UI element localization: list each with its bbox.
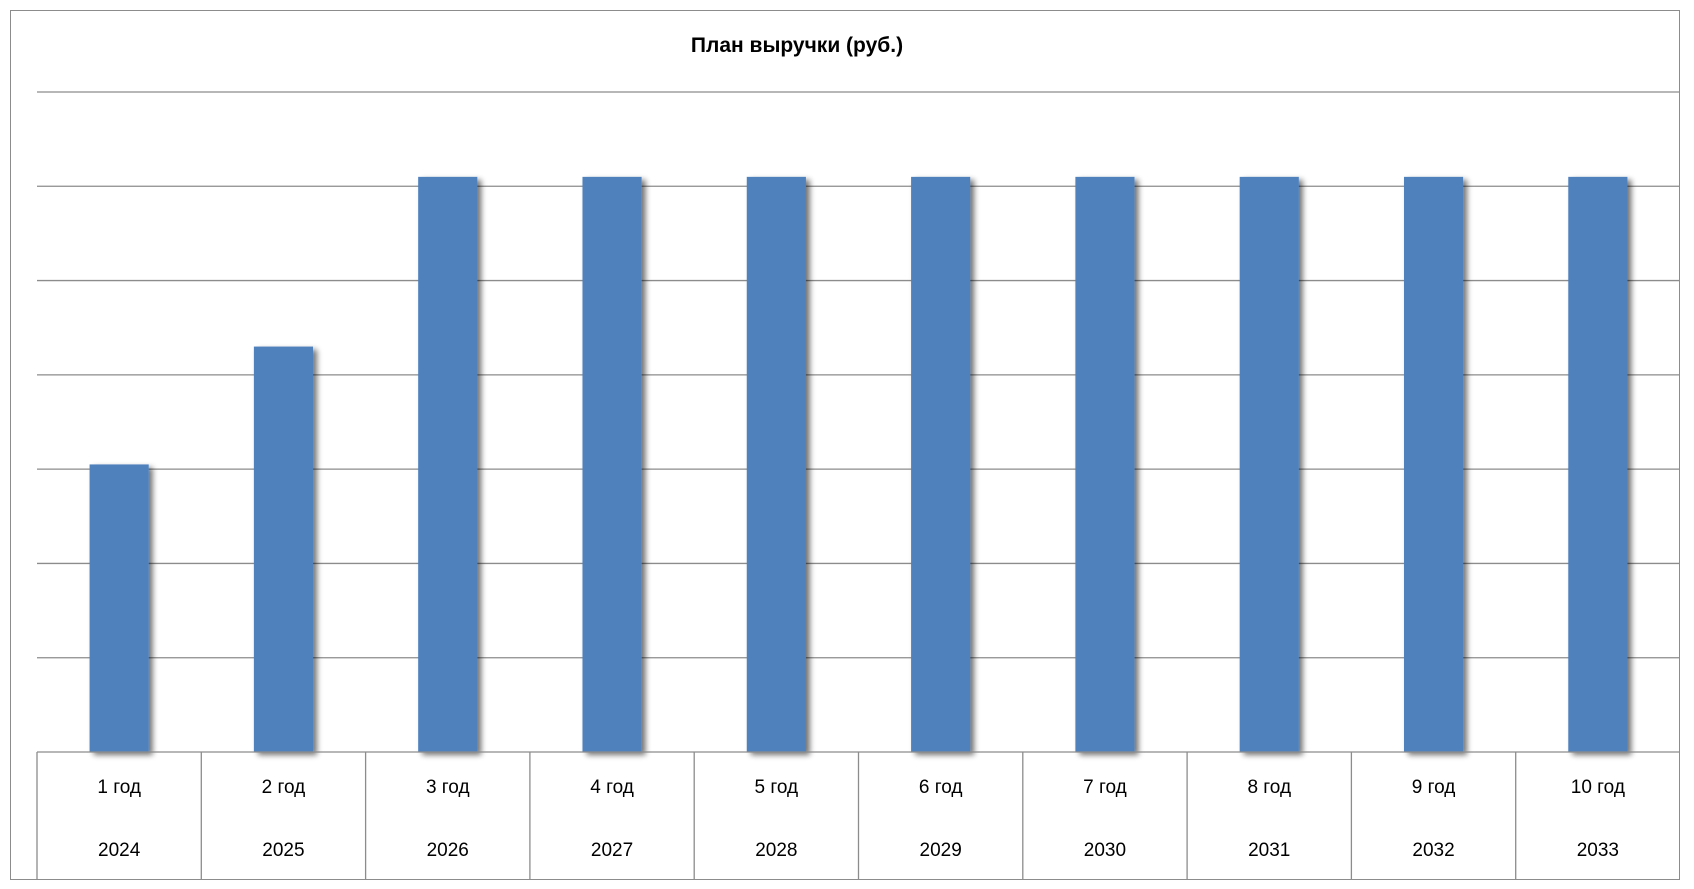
tick-label-period: 5 год	[755, 777, 799, 798]
chart-title: План выручки (руб.)	[691, 34, 903, 57]
bar-3	[418, 176, 478, 752]
bars	[89, 176, 1628, 752]
tick-label-year: 2030	[1084, 840, 1126, 861]
bar-7	[1075, 176, 1135, 752]
bar-5	[746, 176, 806, 752]
bar-2	[253, 346, 314, 752]
bar-10	[1568, 176, 1628, 752]
bar-1	[89, 464, 149, 752]
category-axis: 1 год 2024 2 год 2025 3 год 2026 4 год 2027 5 го…	[36, 751, 1680, 880]
tick-label-period: 9 год	[1412, 777, 1456, 798]
tick-label-year: 2029	[920, 840, 962, 861]
tick-label-period: 2 год	[262, 777, 306, 798]
bar-4	[582, 176, 642, 752]
bar-6	[911, 176, 971, 752]
tick-label-period: 3 год	[426, 777, 470, 798]
tick-label-year: 2024	[98, 840, 141, 861]
tick-label-year: 2028	[755, 840, 797, 861]
tick-label-year: 2027	[591, 840, 633, 861]
tick-label-period: 7 год	[1083, 777, 1127, 798]
tick-label-year: 2025	[262, 840, 304, 861]
bar-8	[1239, 176, 1299, 752]
tick-label-period: 1 год	[97, 777, 141, 798]
tick-label-period: 10 год	[1571, 777, 1625, 798]
tick-label-period: 4 год	[590, 777, 634, 798]
tick-label-period: 6 год	[919, 777, 963, 798]
tick-label-year: 2032	[1412, 840, 1454, 861]
tick-label-year: 2031	[1248, 840, 1290, 861]
tick-label-period: 8 год	[1247, 777, 1291, 798]
tick-label-year: 2026	[427, 840, 469, 861]
tick-label-year: 2033	[1577, 840, 1619, 861]
bar-9	[1403, 176, 1464, 752]
